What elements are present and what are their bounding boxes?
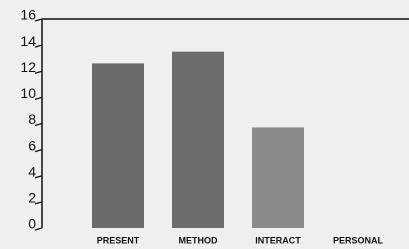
y-tick-label: 14 xyxy=(20,33,36,49)
y-tick-label: 6 xyxy=(28,137,36,153)
bar xyxy=(252,127,304,228)
bar xyxy=(92,63,144,228)
x-tick-label: PRESENT xyxy=(97,235,140,245)
y-tick-label: 10 xyxy=(20,85,36,101)
y-tick-label: 8 xyxy=(28,111,36,127)
bar xyxy=(172,52,224,228)
y-tick-label: 2 xyxy=(28,190,36,206)
chart: 0 2 4 6 8 10 12 14 16 PRESENT METHOD INTERACT PERSON… xyxy=(0,0,409,249)
page: {"chart_data": {"type": "bar", "categori… xyxy=(0,0,409,249)
x-tick-label: PERSONAL xyxy=(333,235,384,245)
y-tick-label: 4 xyxy=(28,163,36,179)
y-tick-label: 12 xyxy=(20,59,36,75)
y-tick-label: 0 xyxy=(28,216,36,232)
x-tick-label: INTERACT xyxy=(255,235,301,245)
y-tick-label: 16 xyxy=(20,7,36,23)
x-tick-label: METHOD xyxy=(179,235,218,245)
